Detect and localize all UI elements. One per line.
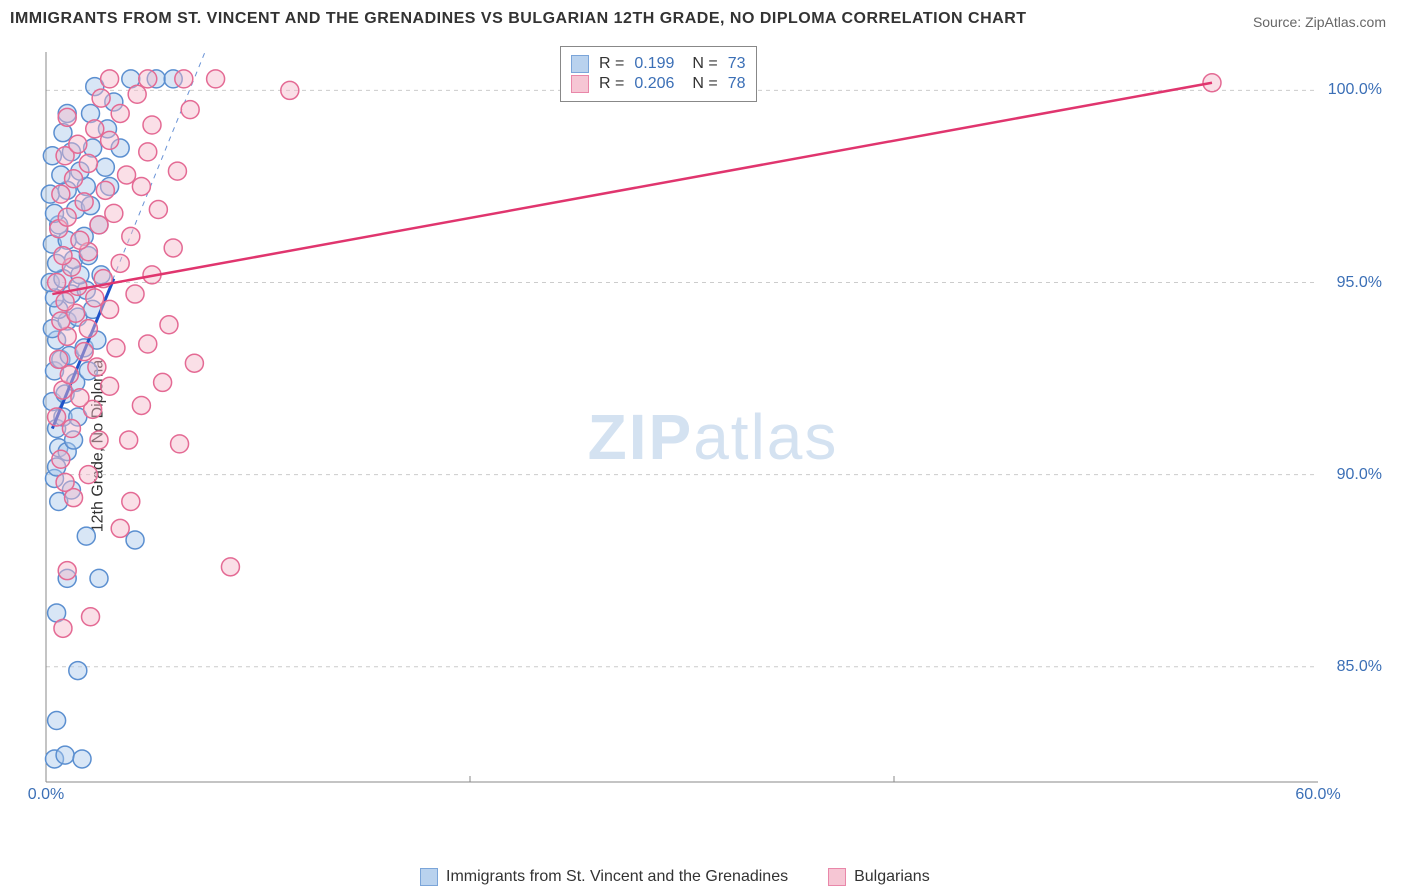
source-label: Source: — [1253, 14, 1305, 30]
R-value: 0.206 — [634, 75, 674, 93]
scatter-plot: ZIPatlas 85.0%90.0%95.0%100.0% 0.0%60.0% — [38, 42, 1388, 832]
legend-label: Immigrants from St. Vincent and the Gren… — [446, 868, 788, 886]
legend-swatch — [571, 55, 589, 73]
N-label: N = — [692, 75, 717, 93]
y-tick: 95.0% — [1337, 274, 1382, 292]
stats-legend: R = 0.199 N = 73 R = 0.206 N = 78 — [560, 46, 757, 102]
legend-item: Immigrants from St. Vincent and the Gren… — [420, 868, 788, 886]
series-legend: Immigrants from St. Vincent and the Gren… — [420, 868, 930, 886]
legend-swatch — [828, 868, 846, 886]
chart-title: IMMIGRANTS FROM ST. VINCENT AND THE GREN… — [10, 10, 1027, 28]
R-label: R = — [599, 55, 624, 73]
chart-svg — [38, 42, 1388, 832]
N-value: 73 — [728, 55, 746, 73]
y-tick: 90.0% — [1337, 466, 1382, 484]
R-label: R = — [599, 75, 624, 93]
N-value: 78 — [728, 75, 746, 93]
stats-legend-row: R = 0.206 N = 78 — [571, 75, 746, 93]
legend-label: Bulgarians — [854, 868, 930, 886]
legend-swatch — [571, 75, 589, 93]
x-tick: 0.0% — [28, 786, 64, 804]
N-label: N = — [692, 55, 717, 73]
y-tick: 100.0% — [1328, 81, 1382, 99]
source-attribution: Source: ZipAtlas.com — [1253, 14, 1386, 30]
R-value: 0.199 — [634, 55, 674, 73]
source-link[interactable]: ZipAtlas.com — [1305, 14, 1386, 30]
y-tick: 85.0% — [1337, 658, 1382, 676]
legend-item: Bulgarians — [828, 868, 930, 886]
legend-swatch — [420, 868, 438, 886]
x-tick: 60.0% — [1295, 786, 1340, 804]
stats-legend-row: R = 0.199 N = 73 — [571, 55, 746, 73]
